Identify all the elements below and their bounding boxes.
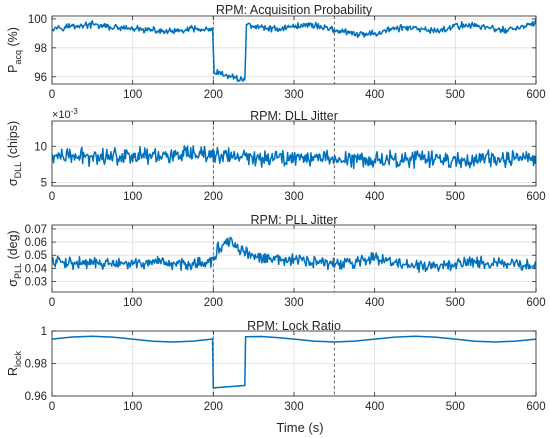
x-tick-label: 300 [284, 401, 303, 413]
y-tick-label: 0.05 [25, 250, 47, 262]
x-tick-label: 100 [123, 89, 142, 101]
y-tick-label: 0.98 [25, 359, 47, 371]
subplot-lock-ratio: 0 100 200 300 400 500 600 0.96 0.98 1 RPM: Lock Ra… [6, 319, 546, 413]
x-tick-label: 500 [446, 89, 465, 101]
x-tick-label: 100 [123, 401, 142, 413]
y-tick-label: 96 [34, 72, 47, 84]
x-tick-label: 500 [446, 297, 465, 309]
subplot-acquisition-probability: 0 100 200 300 400 500 600 96 98 100 RPM: Acquisiti… [6, 3, 546, 101]
x-tick-label: 300 [284, 89, 303, 101]
x-tick-label: 600 [526, 89, 545, 101]
series-line [52, 19, 536, 83]
y-tick-label: 0.06 [25, 237, 47, 249]
y-tick-label: 5 [41, 177, 47, 189]
subplot-title: RPM: DLL Jitter [250, 109, 338, 123]
x-tick-label: 300 [284, 297, 303, 309]
x-tick-label: 500 [446, 401, 465, 413]
subplot-title: RPM: PLL Jitter [250, 213, 337, 227]
x-tick-label: 0 [49, 191, 55, 203]
y-axis-label: Rlock [6, 350, 23, 376]
series-line [52, 236, 536, 273]
series-line [52, 145, 536, 170]
x-tick-label: 300 [284, 191, 303, 203]
x-tick-label: 200 [204, 297, 223, 309]
subplot-title: RPM: Lock Ratio [247, 319, 341, 333]
x-tick-label: 0 [49, 401, 55, 413]
y-tick-label: 0.96 [25, 391, 47, 403]
x-tick-label: 400 [365, 89, 384, 101]
x-tick-label: 600 [526, 401, 545, 413]
x-tick-label: 600 [526, 191, 545, 203]
x-tick-label: 200 [204, 191, 223, 203]
y-tick-label: 100 [28, 14, 47, 26]
x-tick-label: 400 [365, 191, 384, 203]
x-tick-label: 400 [365, 401, 384, 413]
y-tick-label: 98 [34, 43, 47, 55]
y-tick-label: 10 [34, 141, 47, 153]
x-tick-label: 0 [49, 297, 55, 309]
y-axis-label: σDLL (chips) [6, 121, 23, 186]
x-tick-label: 100 [123, 191, 142, 203]
y-tick-label: 0.03 [25, 276, 47, 288]
y-tick-label: 1 [41, 326, 47, 338]
y-axis-label: σPLL (deg) [6, 230, 23, 286]
x-tick-label: 500 [446, 191, 465, 203]
x-tick-label: 600 [526, 297, 545, 309]
x-axis-label: Time (s) [276, 420, 323, 435]
subplot-dll-jitter: 0 100 200 300 400 500 600 5 10 ×10-3 RPM: DLL Jitt… [6, 107, 546, 203]
y-axis-label: Pacq (%) [6, 27, 23, 73]
x-tick-label: 200 [204, 401, 223, 413]
series-line [52, 335, 536, 389]
subplot-title: RPM: Acquisition Probability [216, 3, 373, 17]
x-tick-label: 400 [365, 297, 384, 309]
subplot-pll-jitter: 0 100 200 300 400 500 600 0.030.040.050.060.07 R… [6, 213, 546, 309]
y-exponent-label: ×10-3 [52, 107, 78, 121]
x-tick-label: 200 [204, 89, 223, 101]
y-tick-label: 0.07 [25, 224, 47, 236]
y-tick-label: 0.04 [25, 263, 48, 275]
x-tick-label: 100 [123, 297, 142, 309]
x-tick-label: 0 [49, 89, 55, 101]
